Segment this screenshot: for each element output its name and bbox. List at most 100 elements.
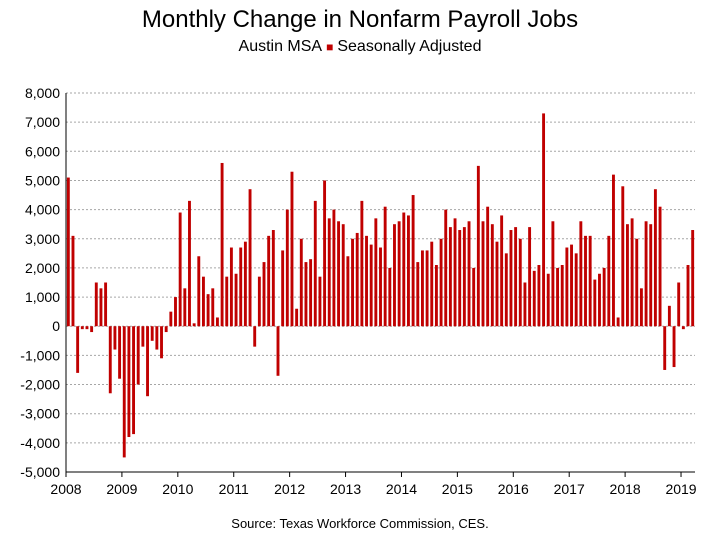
bar — [691, 230, 695, 327]
bar — [653, 189, 657, 327]
x-tick-label: 2012 — [274, 481, 305, 497]
bar — [150, 326, 154, 341]
bar — [164, 326, 168, 333]
bar — [197, 256, 201, 327]
bar — [295, 308, 299, 327]
bar — [537, 265, 541, 327]
bar — [458, 230, 462, 327]
x-tick-label: 2017 — [554, 481, 585, 497]
bar — [607, 235, 611, 327]
bar — [388, 267, 392, 327]
bar — [663, 326, 667, 370]
x-tick-label: 2014 — [386, 481, 417, 497]
bar — [85, 326, 89, 330]
y-tick-label: 1,000 — [25, 289, 60, 305]
bar — [439, 238, 443, 327]
y-tick-label: -3,000 — [20, 406, 60, 422]
bar — [146, 326, 149, 397]
bar — [169, 311, 173, 327]
bar — [639, 288, 643, 327]
bar — [327, 218, 331, 327]
bar — [495, 241, 499, 327]
bar — [229, 247, 233, 327]
bar — [635, 238, 639, 327]
bar — [104, 282, 108, 327]
x-tick-label: 2008 — [50, 481, 81, 497]
x-tick-label: 2009 — [106, 481, 137, 497]
x-tick-label: 2015 — [442, 481, 473, 497]
bar — [290, 171, 294, 327]
y-tick-label: 8,000 — [25, 85, 60, 101]
bar — [462, 227, 466, 327]
bar — [644, 221, 648, 327]
bar — [472, 267, 476, 327]
bar — [94, 282, 98, 327]
bar — [309, 259, 313, 327]
chart-title: Monthly Change in Nonfarm Payroll Jobs — [141, 6, 579, 33]
bar — [453, 218, 457, 327]
bar — [598, 273, 601, 327]
bar — [248, 189, 252, 327]
bar — [420, 250, 424, 327]
bar — [141, 326, 145, 347]
bar — [407, 215, 410, 327]
bar — [243, 241, 247, 327]
bar — [271, 230, 275, 327]
bar — [681, 326, 685, 330]
subtitle-bullet-icon: ■ — [326, 40, 334, 54]
bar — [337, 221, 341, 327]
bar — [76, 326, 80, 373]
x-tick-label: 2019 — [665, 481, 696, 497]
y-tick-label: -5,000 — [20, 464, 60, 480]
bar — [281, 250, 285, 327]
bar — [155, 326, 159, 350]
bar — [355, 232, 359, 327]
bar — [80, 326, 84, 330]
bar — [486, 206, 490, 327]
bar — [118, 326, 122, 379]
bar — [579, 221, 583, 327]
bar — [360, 200, 364, 327]
bar — [108, 326, 112, 394]
bar — [588, 235, 592, 327]
bar — [630, 218, 634, 327]
bar — [257, 276, 261, 327]
bar — [528, 227, 532, 327]
bar — [267, 235, 271, 327]
y-tick-label: -4,000 — [20, 435, 60, 451]
bar — [202, 276, 205, 327]
bar — [602, 267, 606, 327]
bar — [504, 253, 508, 327]
bar — [523, 282, 527, 327]
bars — [66, 113, 695, 458]
bar — [626, 224, 629, 327]
bar — [686, 265, 690, 327]
bar — [658, 206, 662, 327]
bar — [677, 282, 681, 327]
bar — [341, 224, 345, 327]
bar — [313, 200, 317, 327]
y-tick-label: -1,000 — [20, 347, 60, 363]
bar — [206, 294, 210, 327]
y-tick-label: 7,000 — [25, 114, 60, 130]
bar — [122, 326, 126, 458]
y-tick-label: 2,000 — [25, 260, 60, 276]
bar — [546, 273, 550, 327]
bar — [570, 244, 573, 327]
bar — [90, 326, 94, 333]
subtitle-adjustment: Seasonally Adjusted — [337, 38, 482, 55]
bar — [393, 224, 396, 327]
bar — [490, 224, 494, 327]
bar — [416, 262, 420, 327]
bar — [318, 276, 322, 327]
bar — [397, 221, 401, 327]
bar — [160, 326, 163, 359]
x-tick-label: 2011 — [219, 481, 249, 497]
bar — [234, 273, 238, 327]
bar — [346, 256, 350, 327]
y-tick-label: -2,000 — [20, 377, 60, 393]
bar — [239, 247, 243, 327]
bar — [253, 326, 257, 347]
chart-subtitle: Austin MSA ■ Seasonally Adjusted — [0, 38, 720, 56]
bar — [667, 305, 671, 327]
